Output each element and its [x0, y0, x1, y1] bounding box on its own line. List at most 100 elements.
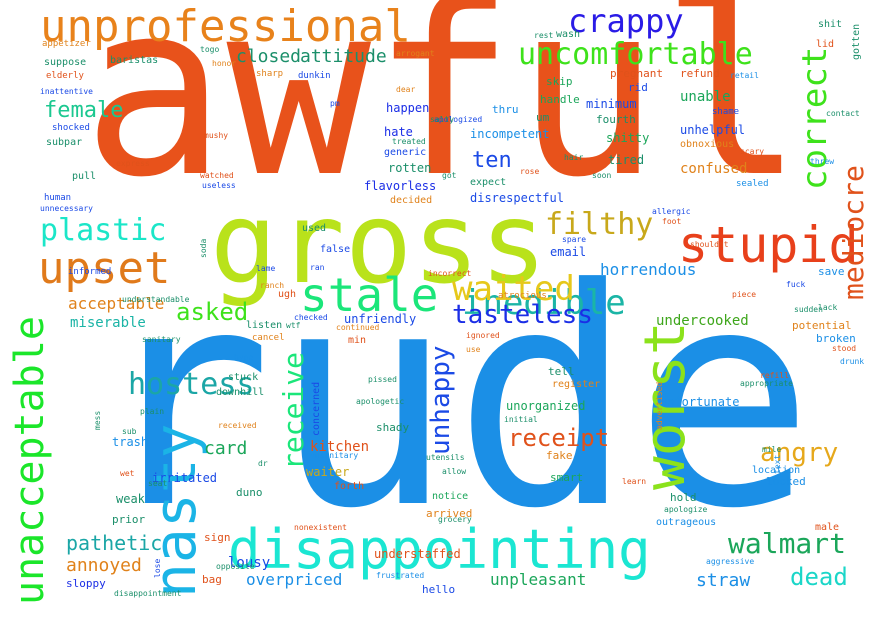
word-contact: contact — [826, 109, 860, 118]
word-ten: ten — [472, 148, 512, 173]
word-hype: hype — [234, 353, 254, 362]
word-lack: lack — [818, 303, 838, 312]
word-lose: lose — [153, 558, 162, 578]
word-wtf: wtf — [286, 321, 301, 330]
word-ranch: ranch — [260, 281, 285, 290]
word-forth: forth — [334, 481, 365, 492]
word-shit: shit — [818, 19, 843, 30]
word-acceptable: acceptable — [68, 294, 165, 313]
word-gotten: gotten — [851, 23, 862, 60]
word-location: location — [752, 465, 801, 476]
word-sealed: sealed — [736, 179, 769, 189]
word-irritated: irritated — [152, 471, 218, 485]
word-disrespectful: disrespectful — [470, 191, 564, 205]
word-mediocre: mediocre — [837, 165, 870, 300]
word-waited: waited — [452, 269, 575, 309]
word-apologize: apologize — [664, 505, 708, 514]
word-uncomfortable: uncomfortable — [518, 37, 753, 72]
word-notice: notice — [432, 491, 469, 502]
word-closed: closed — [236, 46, 302, 67]
word-text: text — [773, 454, 782, 474]
word-received: received — [218, 421, 257, 430]
word-soda: soda — [199, 238, 208, 258]
word-suppose: suppose — [44, 57, 87, 68]
word-hostess: hostess — [128, 367, 255, 402]
word-hate: hate — [384, 125, 413, 139]
word-unhelpful: unhelpful — [680, 123, 746, 137]
word-threw: threw — [810, 157, 835, 166]
word-incompetent: incompetent — [470, 127, 550, 141]
word-disappointing: disappointing — [228, 518, 651, 581]
word-downhill: downhill — [216, 387, 265, 398]
word-seat: seat — [148, 479, 168, 488]
word-ugh: ugh — [278, 289, 297, 300]
word-human: human — [44, 193, 72, 203]
word-thru: thru — [492, 103, 519, 116]
word-card: card — [204, 438, 248, 459]
word-watched: watched — [200, 171, 234, 180]
word-retail: retail — [730, 71, 759, 80]
word-checked: checked — [294, 313, 328, 322]
word-receive: receive — [277, 351, 310, 470]
word-refund: refund — [680, 67, 720, 80]
word-soon: soon — [592, 171, 612, 180]
word-continued: continued — [336, 323, 380, 332]
word-grocery: grocery — [438, 515, 472, 524]
word-honor: honor — [212, 59, 237, 68]
word-generic: generic — [384, 147, 427, 158]
word-flavorless: flavorless — [364, 179, 437, 193]
word-ran: ran — [310, 263, 325, 272]
word-horrendous: horrendous — [600, 260, 697, 279]
word-plain: plain — [140, 407, 165, 416]
word-fourth: fourth — [596, 113, 636, 126]
word-awful: awful — [82, 0, 805, 230]
word-smart: smart — [550, 471, 584, 484]
word-frustrated: frustrated — [376, 571, 425, 580]
word-disappointment: disappointment — [114, 589, 182, 598]
word-inattentive: inattentive — [40, 87, 93, 96]
word-atrocious: atrocious — [498, 291, 547, 301]
word-potential: potential — [792, 319, 852, 332]
word-correct: correct — [795, 46, 835, 190]
word-unacceptable: unacceptable — [7, 316, 53, 605]
word-initial: initial — [504, 415, 538, 424]
word-waiter: waiter — [306, 465, 350, 479]
word-opposite: opposite — [216, 562, 255, 571]
word-spare: spare — [562, 235, 587, 244]
word-shocked: shocked — [52, 123, 90, 133]
word-email: email — [550, 245, 587, 259]
word-hair: hair — [564, 153, 584, 162]
word-arrogant: arrogant — [396, 49, 435, 58]
word-receipt: receipt — [508, 424, 610, 452]
word-filthy: filthy — [545, 207, 654, 242]
word-annoyed: annoyed — [66, 555, 142, 576]
word-outrageous: outrageous — [656, 517, 717, 528]
word-female: female — [44, 98, 124, 123]
word-shouldnt: shouldnt — [690, 240, 729, 249]
word-bag: bag — [202, 573, 222, 586]
word-rid: rid — [628, 81, 648, 94]
word-trash: trash — [112, 435, 149, 449]
word-register: register — [552, 379, 601, 390]
word-attitude: attitude — [300, 46, 387, 67]
word-asked: asked — [176, 298, 249, 326]
word-utensils: utensils — [426, 453, 465, 462]
word-stuck: stuck — [228, 372, 259, 383]
word-allow: allow — [442, 467, 467, 476]
word-prior: prior — [112, 513, 146, 526]
word-learn: learn — [622, 477, 647, 486]
word-cancel: cancel — [252, 333, 285, 343]
word-rest: rest — [534, 31, 554, 40]
word-kitchen: kitchen — [310, 439, 370, 455]
word-refill: refill — [760, 371, 789, 380]
word-straw: straw — [696, 570, 751, 591]
word-nonexistent: nonexistent — [294, 523, 347, 532]
word-unorganized: unorganized — [506, 399, 586, 413]
word-understandable: understandable — [122, 295, 190, 304]
word-looked: looked — [766, 475, 806, 488]
word-useless: useless — [202, 181, 236, 190]
word-dr: dr — [258, 459, 268, 468]
word-upset: upset — [38, 243, 171, 294]
word-sudden: sudden — [794, 305, 823, 314]
